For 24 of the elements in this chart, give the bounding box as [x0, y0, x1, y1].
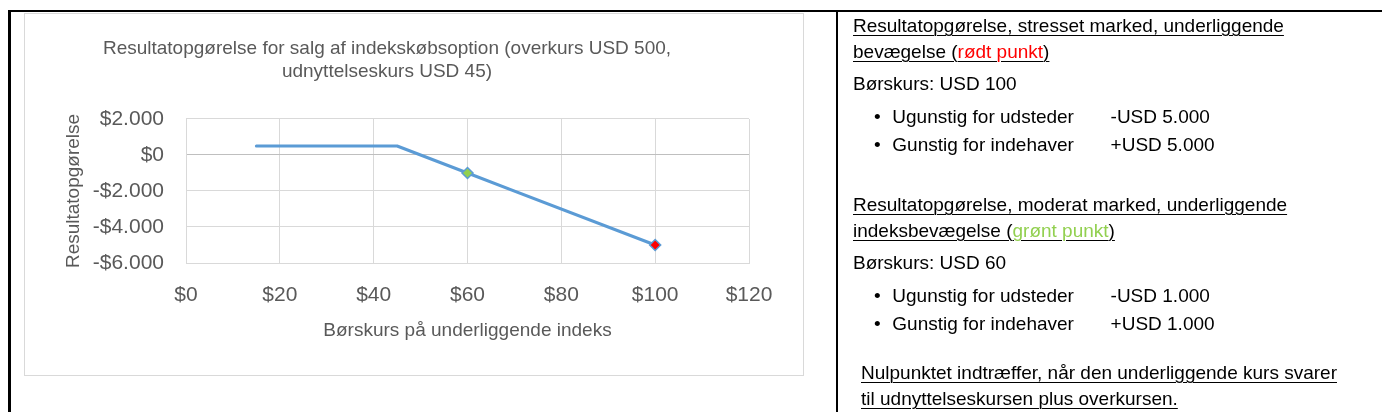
text: Børskurs: USD 100 — [853, 72, 1018, 96]
text: • Gunstig for indehaver +USD 1.000 — [874, 313, 1215, 334]
y-tick-label: -$2.000 — [92, 177, 164, 201]
x-tick-label: $60 — [449, 282, 486, 306]
y-tick-label: -$4.000 — [92, 213, 164, 237]
x-axis-title: Børskurs på underliggende indeks — [323, 318, 612, 340]
text: • Gunstig for indehaver +USD 5.000 — [874, 134, 1215, 155]
x-tick-label: $100 — [631, 282, 679, 306]
chart-title: Resultatopgørelse for salg af indekskøbsoption (overkurs USD 500, udnyttelseskurs USD 45) — [102, 36, 672, 81]
x-tick-label: $120 — [725, 282, 773, 306]
text: Resultatopgørelse, moderat marked, underliggende indeksbevægelse (grønt punkt) — [853, 193, 1289, 243]
y-tick-label: -$6.000 — [92, 249, 164, 273]
x-tick-label: $40 — [356, 282, 392, 306]
x-tick-label: $80 — [543, 282, 579, 306]
text: Børskurs: USD 60 — [853, 251, 1008, 275]
text: Nulpunktet indtræffer, når den underliggende kurs svarer til udnyttelseskursen plus overkursen. — [860, 361, 1338, 411]
text: Resultatopgørelse, stresset marked, underliggende bevægelse (rødt punkt) — [853, 14, 1285, 64]
x-tick-label: $20 — [262, 282, 298, 306]
text: • Ugunstig for udsteder -USD 1.000 — [874, 285, 1210, 306]
y-axis-title: Resultatopgørelse — [61, 113, 83, 269]
y-tick-label: $0 — [140, 141, 164, 165]
x-tick-label: $0 — [174, 282, 198, 306]
y-tick-label: $2.000 — [99, 105, 164, 129]
text: • Ugunstig for udsteder -USD 5.000 — [874, 106, 1210, 127]
